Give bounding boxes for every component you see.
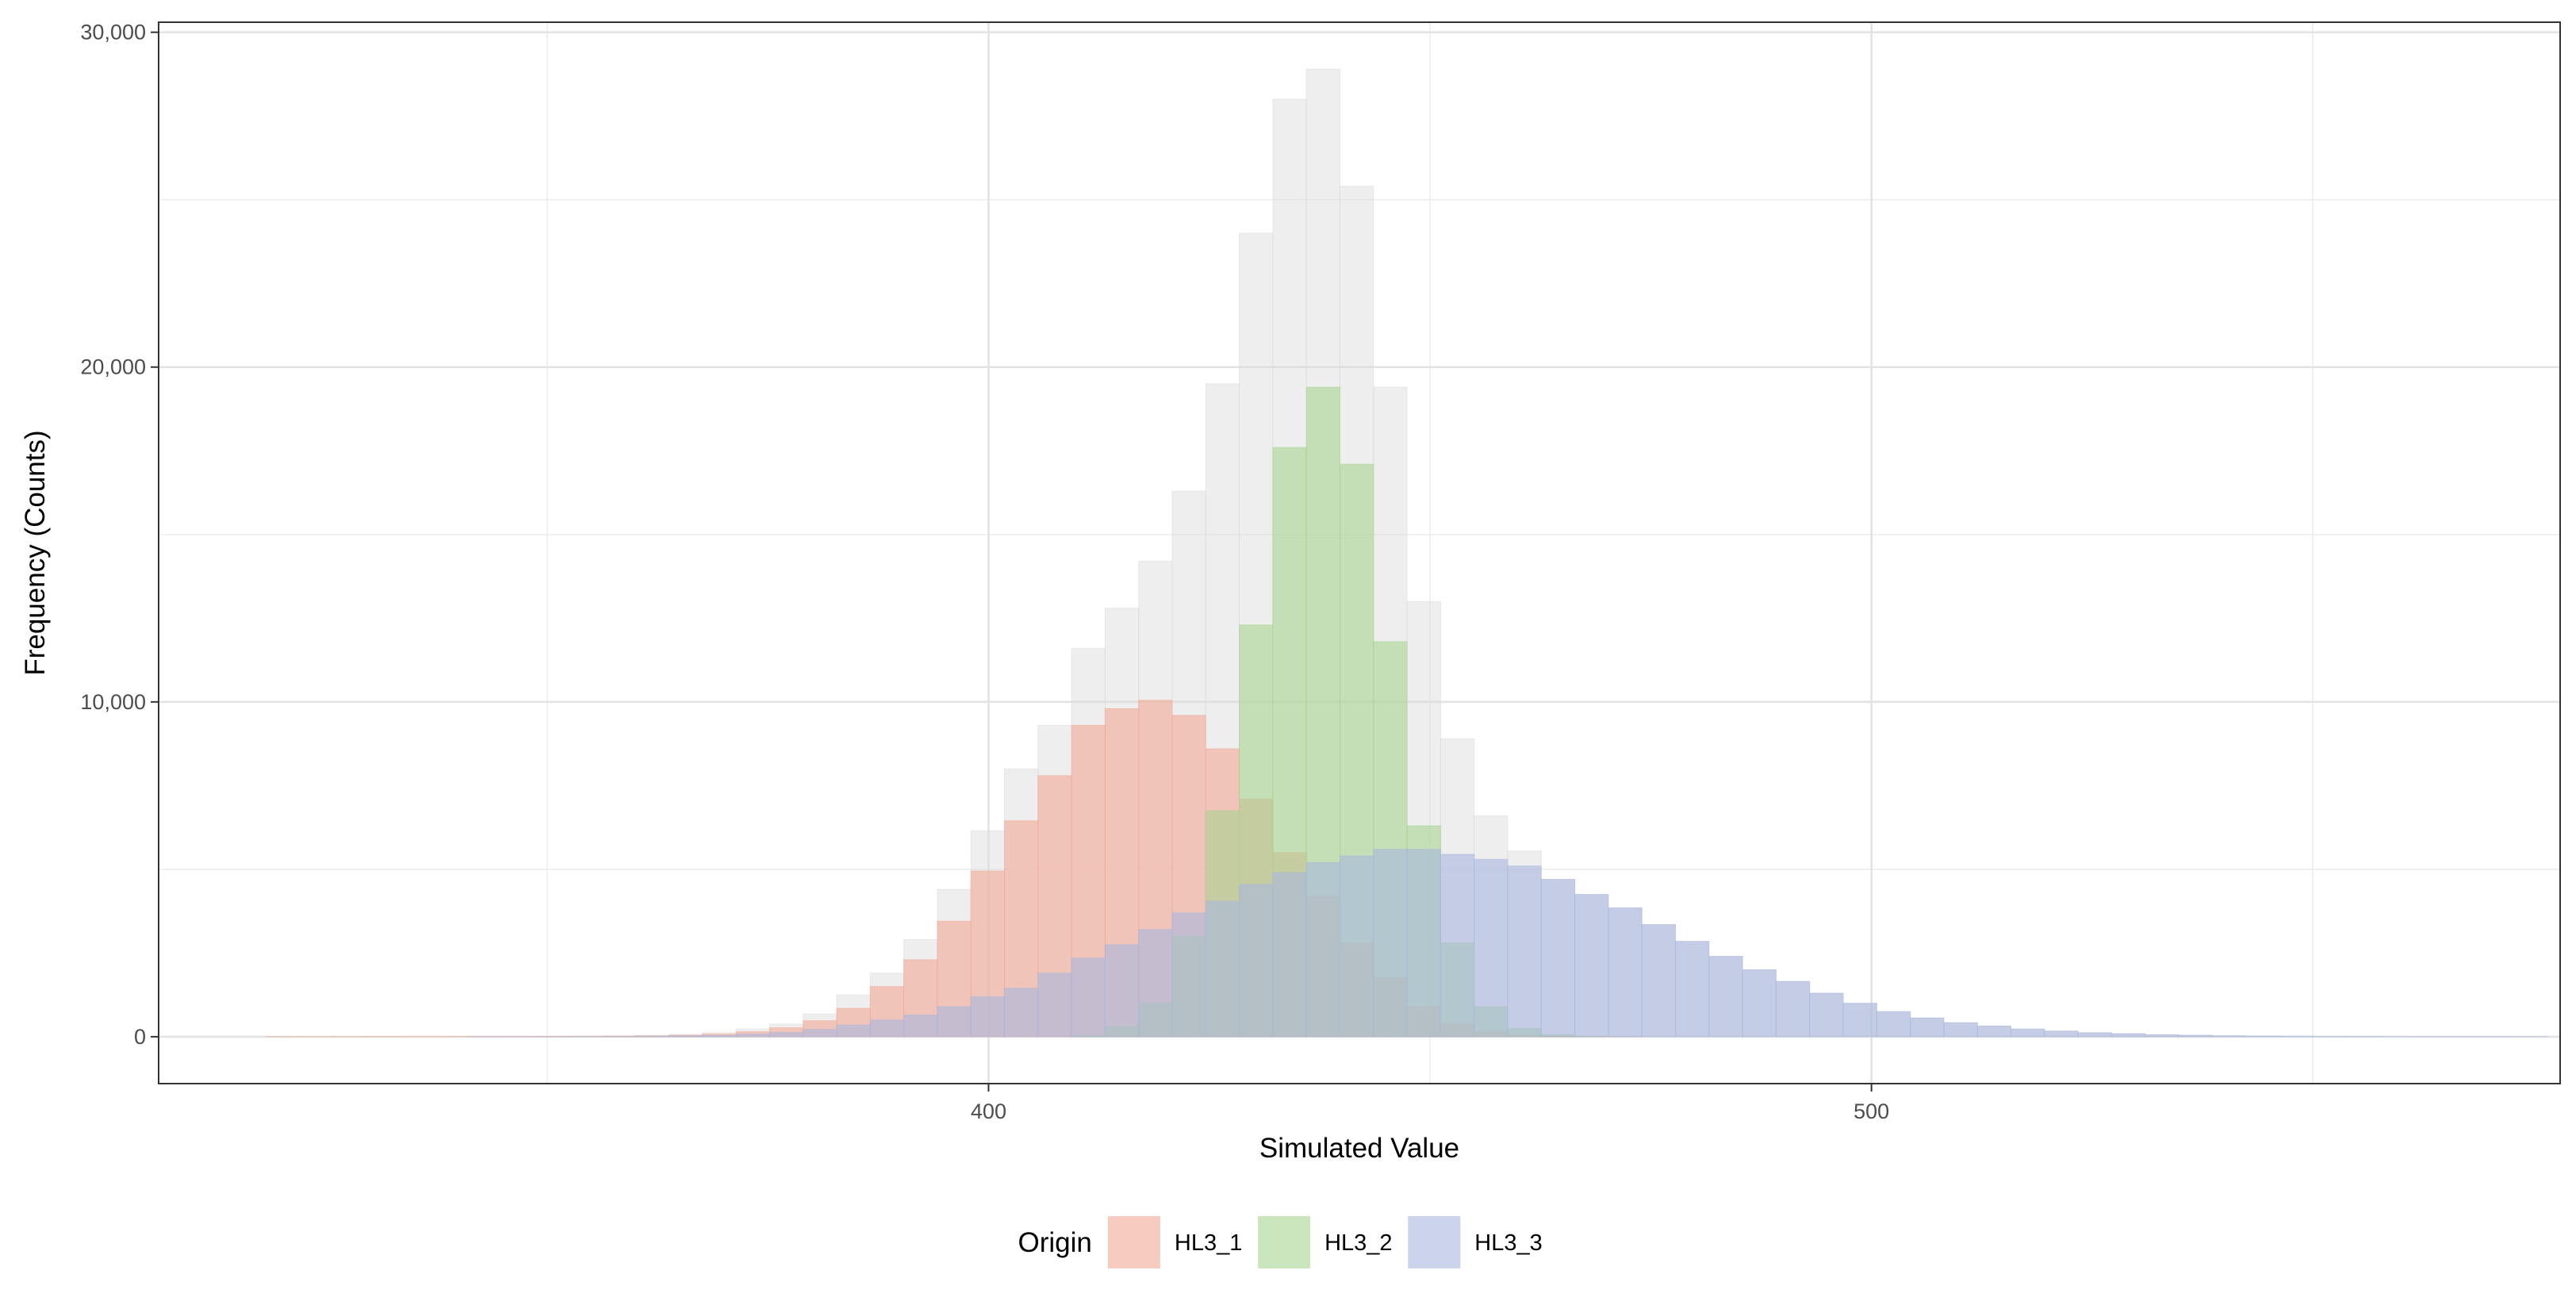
legend-key [1408, 1216, 1460, 1268]
x-tick-label: 500 [1853, 1099, 1889, 1123]
legend-item: HL3_2 [1258, 1216, 1392, 1268]
legend: Origin HL3_1 HL3_2 HL3_3 [1018, 1216, 1543, 1268]
x-axis-title: Simulated Value [1259, 1133, 1459, 1164]
y-axis-title: Frequency (Counts) [20, 430, 51, 675]
legend-label: HL3_3 [1474, 1230, 1542, 1256]
histogram-bar [971, 996, 1004, 1037]
histogram-bar [1944, 1023, 1977, 1037]
y-tick-label: 30,000 [80, 21, 146, 44]
histogram-bar [1608, 908, 1642, 1037]
histogram-bar [2111, 1034, 2145, 1037]
histogram-bar [1374, 850, 1407, 1037]
histogram-bar [1876, 1011, 1910, 1037]
histogram-bar [1240, 884, 1273, 1037]
histogram-bar [1776, 981, 1809, 1037]
histogram-bar [2145, 1034, 2179, 1037]
histogram-bar [837, 1025, 870, 1037]
histogram-bar [2078, 1033, 2111, 1037]
x-tick-label: 400 [971, 1099, 1006, 1123]
histogram-bar [803, 1030, 837, 1037]
histogram-bar [870, 1020, 903, 1037]
legend-title: Origin [1018, 1227, 1092, 1258]
histogram-bar [904, 1015, 937, 1036]
histogram-bar [736, 1034, 769, 1037]
histogram-bar [1105, 945, 1138, 1037]
histogram-bar [2045, 1031, 2078, 1037]
histogram-bar [2246, 1036, 2279, 1037]
histogram-bar [2179, 1035, 2212, 1037]
histogram-bar [1642, 925, 1675, 1037]
histogram-bar [1676, 942, 1709, 1037]
histogram-bar [1508, 866, 1541, 1037]
histogram-bar [1038, 973, 1071, 1037]
y-tick-label: 10,000 [80, 690, 146, 714]
histogram-bar [1541, 880, 1574, 1037]
histogram-bar [1306, 862, 1340, 1036]
histogram-bar [1139, 930, 1172, 1037]
histogram-bar [1407, 850, 1440, 1037]
histogram-bar [1071, 958, 1105, 1037]
histogram-bar [1273, 873, 1306, 1037]
histogram-bar [937, 1007, 971, 1037]
histogram-bar [1474, 859, 1508, 1037]
legend-label: HL3_1 [1175, 1230, 1242, 1256]
legend-item: HL3_1 [1108, 1216, 1242, 1268]
legend-key [1258, 1216, 1310, 1268]
histogram-bar [2011, 1029, 2045, 1037]
histogram-bar [703, 1035, 736, 1037]
histogram-bar [1977, 1026, 2011, 1037]
histogram-bar [1742, 969, 1776, 1036]
legend-item: HL3_3 [1408, 1216, 1542, 1268]
histogram-bar [1575, 895, 1608, 1037]
histogram-bar [1172, 913, 1206, 1037]
legend-label: HL3_2 [1324, 1230, 1392, 1256]
y-tick-label: 20,000 [80, 355, 146, 379]
histogram-bar [1004, 988, 1037, 1037]
histogram-bar [1440, 854, 1474, 1037]
histogram-bar [1911, 1018, 1944, 1037]
histogram-bar [769, 1032, 803, 1036]
histogram-bar [2212, 1036, 2245, 1037]
histogram-bar [1709, 957, 1742, 1037]
histogram-bar [1843, 1003, 1876, 1037]
y-tick-label: 0 [134, 1025, 146, 1049]
histogram-bar [635, 1036, 669, 1037]
histogram-bar [1206, 901, 1239, 1037]
histogram-bar [1810, 993, 1843, 1037]
histogram-bar [2279, 1036, 2313, 1037]
histogram-bar [1340, 856, 1374, 1037]
histogram-bar [669, 1036, 702, 1037]
legend-key [1108, 1216, 1160, 1268]
